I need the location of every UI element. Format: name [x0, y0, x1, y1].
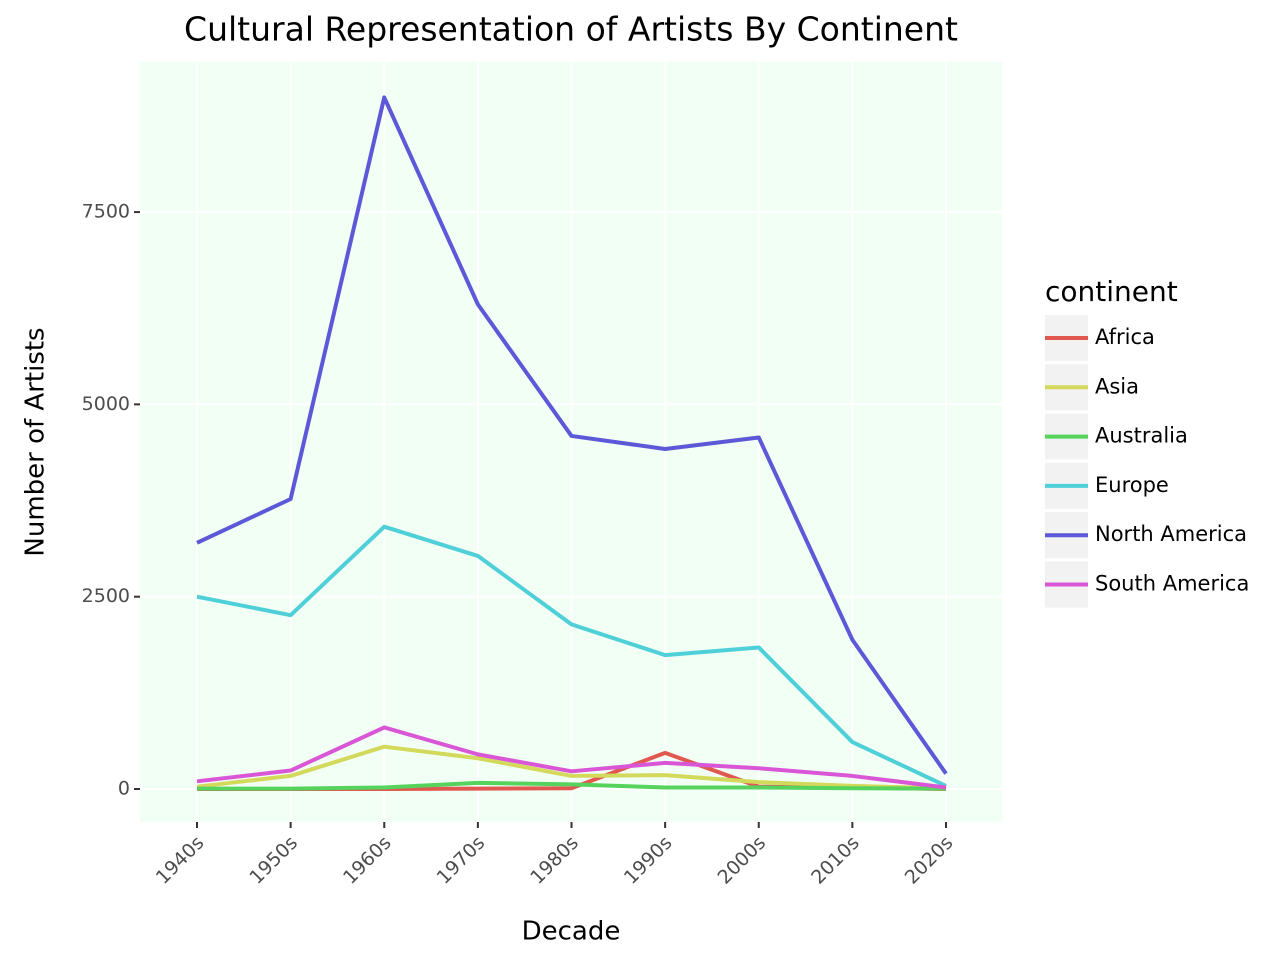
x-tick-label: 1950s: [245, 832, 302, 889]
legend-label: Asia: [1095, 374, 1139, 398]
x-tick-label: 2000s: [713, 832, 770, 889]
legend-label: North America: [1095, 522, 1247, 546]
y-tick-label: 7500: [82, 201, 130, 223]
line: [196, 524, 947, 788]
legend-label: South America: [1095, 572, 1249, 596]
x-tick-label: 1940s: [152, 832, 209, 889]
y-tick-label: 0: [118, 778, 130, 800]
line: [196, 95, 948, 775]
line: [196, 744, 947, 791]
x-tick-label: 1960s: [339, 832, 396, 889]
y-axis-title: Number of Artists: [21, 327, 51, 556]
y-tick-label: 5000: [82, 393, 130, 415]
x-tick-label: 2010s: [807, 832, 864, 889]
legend-title: continent: [1045, 275, 1178, 308]
legend-label: Europe: [1095, 473, 1169, 497]
y-tick-label: 2500: [82, 585, 130, 607]
legend-label: Australia: [1095, 424, 1188, 448]
x-tick-label: 1970s: [433, 832, 490, 889]
line: [197, 780, 947, 791]
chart-title: Cultural Representation of Artists By Co…: [184, 10, 958, 49]
x-tick-label: 1980s: [526, 832, 583, 889]
x-axis-title: Decade: [522, 917, 621, 947]
x-tick-label: 1990s: [620, 832, 677, 889]
x-tick-label: 2020s: [901, 832, 958, 889]
legend-label: Africa: [1095, 325, 1155, 349]
line: [196, 725, 947, 790]
